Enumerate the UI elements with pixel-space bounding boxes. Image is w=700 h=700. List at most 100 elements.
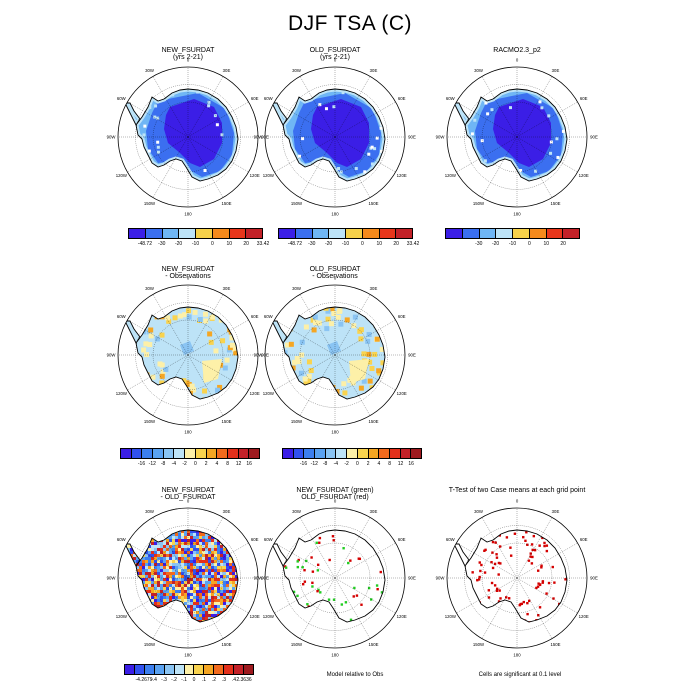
lon-label: 120E (397, 391, 407, 396)
graticule (118, 67, 258, 207)
colorbar-tick-label: 10 (543, 241, 550, 247)
lon-label: 60E (398, 537, 406, 542)
colorbar-tick-label: -10 (341, 241, 350, 247)
colorbar-cb2: -48.72 -30 -20 -10 0 10 20 33.42 (278, 228, 419, 250)
lon-label: 120E (579, 173, 589, 178)
colorbar-swatch (446, 229, 463, 238)
lon-label: 30E (223, 68, 231, 73)
colorbar-tick-label: -16 (137, 461, 146, 467)
colorbar-tick-label: -16 (299, 461, 308, 467)
lon-label: 150W (144, 642, 156, 647)
lon-label: 150E (221, 201, 231, 206)
colorbar-swatch (234, 665, 245, 674)
colorbar-tick-label: 2 (204, 461, 208, 467)
lon-label: 150W (291, 642, 303, 647)
lon-label: 150E (550, 201, 560, 206)
coastline (453, 88, 568, 182)
map-boundary (264, 507, 406, 649)
lon-label: 30W (145, 68, 155, 73)
colorbar-tick-label: .1 (201, 677, 207, 683)
colorbar-tick-label: 4 (377, 461, 381, 467)
lon-label: 0 (187, 499, 190, 504)
coastline (271, 88, 386, 182)
lon-label: 60E (251, 314, 259, 319)
lon-label: 90E (590, 576, 598, 581)
lon-label: 120W (263, 614, 275, 619)
coastline (124, 306, 239, 400)
colorbar-swatch (174, 449, 186, 458)
panel-title-line: NEW_FSURDAT (161, 47, 215, 54)
colorbar-swatch (164, 665, 175, 674)
lon-label: 30E (370, 286, 378, 291)
colorbar-tick-label: -.1 (181, 677, 187, 683)
panel-title-line: (yrs 2-21) (173, 54, 203, 61)
lon-label: 150E (368, 419, 378, 424)
colorbar-swatch (312, 229, 330, 238)
lon-label: 90W (254, 135, 264, 140)
colorbar-tick-label: 20 (393, 241, 399, 247)
lon-label: 60W (264, 96, 274, 101)
colorbar-swatch (153, 449, 164, 458)
colorbar-tick-label: -10 (191, 241, 200, 247)
colorbar-tick-label: 33.42 (406, 241, 420, 247)
colorbar-swatch (496, 229, 513, 238)
colorbar-tick-label: 0 (356, 461, 359, 467)
colorbar-swatch (142, 449, 154, 458)
coastline (124, 88, 239, 182)
graticule (118, 508, 258, 648)
colorbar-swatch (283, 449, 294, 458)
colorbar-swatch (315, 449, 326, 458)
colorbar-swatch (125, 665, 135, 674)
colorbar-tick-label: -2 (182, 461, 187, 467)
colorbar-swatch (121, 449, 132, 458)
colorbar-tick-label: -48.72 (137, 241, 152, 247)
lon-label: 30E (223, 509, 231, 514)
graticule (447, 508, 587, 648)
lon-label: 150E (221, 642, 231, 647)
lon-label: 0 (516, 499, 519, 504)
colorbar-swatch (145, 229, 163, 238)
colorbar-swatch (389, 449, 401, 458)
lon-label: 180 (513, 653, 521, 658)
colorbar-swatch (379, 229, 397, 238)
colorbar-swatch (357, 449, 369, 458)
colorbar-tick-label: 2 (366, 461, 370, 467)
lon-label: 120W (116, 614, 128, 619)
colorbar-swatch (249, 449, 259, 458)
colorbar-swatch (529, 229, 547, 238)
lon-label: 60E (251, 96, 259, 101)
lon-label: 120W (445, 173, 457, 178)
lon-label: 60E (251, 537, 259, 542)
colorbar-tick-label: -30 (158, 241, 166, 247)
lon-label: 0 (516, 58, 519, 63)
colorbar-swatch (134, 665, 145, 674)
colorbar-tick-label: -30 (475, 241, 483, 247)
panel-title-line: T-Test of two Case means at each grid po… (448, 487, 586, 494)
colorbar-tick-label: 0 (211, 241, 214, 247)
colorbar-tick-label: -4 (333, 461, 339, 467)
longitude-labels: 0 30E 60E 90E 120E 150E 180 150W 120W 90W 60W 30W (436, 58, 598, 217)
lon-label: 60W (117, 314, 127, 319)
lon-label: 120E (397, 614, 407, 619)
longitude-labels: 0 30E 60E 90E 120E 150E 180 150W 120W 90W 60W 30W (254, 499, 416, 658)
lon-label: 90E (408, 135, 416, 140)
colorbar-swatch (347, 449, 358, 458)
panel-title-line: - Observations (165, 273, 211, 280)
panel-title-line: NEW_FSURDAT (161, 266, 215, 273)
colorbar-swatch (194, 665, 205, 674)
polar-map-2: 0 30E 60E 90E 120E 150E 180 150W 120W 90W 60W 30W (436, 58, 598, 217)
colorbar-swatch (400, 449, 412, 458)
panel-title-5: NEW_FSURDAT - OLD_FSURDAT (108, 487, 268, 501)
colorbar-swatch (174, 665, 185, 674)
panel-title-line: NEW_FSURDAT (green) (296, 487, 374, 494)
graticule (265, 285, 405, 425)
graticule (447, 67, 587, 207)
panel-title-0: NEW_FSURDAT (yrs 2-21) (108, 47, 268, 61)
lon-label: 180 (331, 653, 339, 658)
graticule (265, 67, 405, 207)
colorbar-swatch (563, 229, 579, 238)
colorbar-tick-label: -4.2679 (135, 677, 153, 683)
colorbar-tick-label: 8 (226, 461, 230, 467)
lon-label: 120E (250, 614, 260, 619)
